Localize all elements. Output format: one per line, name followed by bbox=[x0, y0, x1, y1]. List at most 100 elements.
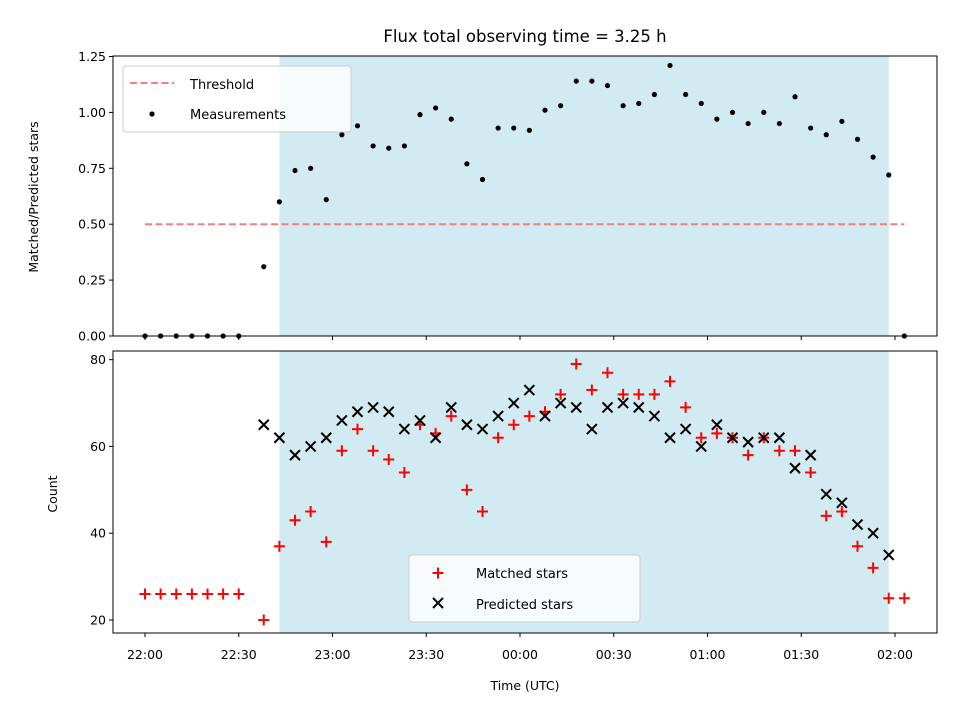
predicted-star-point bbox=[351, 406, 364, 418]
matched-star-point bbox=[508, 419, 520, 431]
predicted-star-point bbox=[758, 432, 770, 444]
legend-matched-swatch bbox=[432, 567, 444, 579]
x-tick-label: 00:00 bbox=[502, 647, 538, 662]
predicted-star-point bbox=[336, 414, 348, 427]
measurement-point bbox=[886, 172, 892, 178]
matched-star-point bbox=[398, 466, 410, 478]
measurement-point bbox=[433, 105, 439, 111]
top-y-tick-label: 1.00 bbox=[78, 105, 106, 120]
bottom-plot-frame bbox=[112, 350, 938, 634]
predicted-star-point bbox=[711, 419, 723, 431]
legend-predicted-swatch bbox=[432, 597, 444, 609]
bottom-panel: 20 40 60 80 22:00 22:30 23:00 23:30 00:00 00:30 01… bbox=[90, 350, 938, 662]
matched-star-point bbox=[820, 510, 832, 522]
measurement-point bbox=[808, 125, 814, 131]
x-tick-label: 00:30 bbox=[596, 647, 632, 662]
predicted-star-point bbox=[883, 549, 895, 561]
matched-star-point bbox=[805, 466, 817, 478]
top-y-tick-label: 0.25 bbox=[78, 273, 106, 288]
matched-star-point bbox=[258, 614, 270, 626]
legend-predicted-label: Predicted stars bbox=[476, 598, 573, 613]
matched-star-point bbox=[445, 410, 457, 422]
matched-star-point bbox=[852, 540, 863, 552]
measurement-point bbox=[745, 120, 751, 127]
measurement-point bbox=[276, 199, 282, 205]
matched-star-point bbox=[170, 588, 182, 600]
matched-star-point bbox=[492, 432, 504, 444]
bottom-y-tick-label: 40 bbox=[90, 526, 106, 541]
bottom-y-tick-label: 20 bbox=[90, 612, 106, 627]
legend-measurement-label: Measurements bbox=[190, 108, 286, 123]
x-tick-label: 22:00 bbox=[127, 647, 163, 662]
measurement-point bbox=[495, 125, 501, 131]
matched-star-point bbox=[617, 388, 629, 400]
measurement-point bbox=[526, 127, 532, 133]
matched-star-point bbox=[477, 506, 488, 518]
matched-star-point bbox=[289, 514, 301, 526]
predicted-star-point bbox=[461, 419, 473, 431]
measurement-point bbox=[370, 143, 376, 149]
measurement-point bbox=[854, 136, 861, 142]
measurement-point bbox=[448, 116, 454, 122]
predicted-star-point bbox=[383, 406, 395, 418]
top-y-tick-label: 0.75 bbox=[78, 161, 106, 176]
top-legend-box bbox=[122, 65, 352, 133]
top-y-tick-label: 0.50 bbox=[78, 217, 106, 232]
measurement-point bbox=[776, 120, 782, 127]
measurement-point bbox=[354, 123, 361, 129]
x-tick-label: 23:30 bbox=[408, 647, 444, 662]
measurement-point bbox=[683, 91, 689, 98]
matched-star-point bbox=[867, 562, 879, 574]
measurement-point bbox=[589, 78, 595, 84]
matched-star-point bbox=[367, 445, 379, 457]
predicted-star-point bbox=[476, 423, 489, 435]
top-y-axis-label: Matched/Predicted stars bbox=[26, 121, 41, 272]
measurement-point bbox=[339, 132, 345, 138]
top-legend: Threshold Measurements bbox=[122, 65, 352, 133]
matched-star-point bbox=[352, 423, 363, 435]
matched-star-point bbox=[602, 367, 613, 379]
measurement-point bbox=[729, 109, 736, 115]
measurement-point bbox=[558, 103, 564, 109]
matched-star-point bbox=[320, 536, 332, 548]
predicted-star-point bbox=[679, 423, 692, 435]
measurement-point bbox=[417, 112, 423, 118]
bottom-y-tick-label: 60 bbox=[90, 439, 106, 454]
predicted-star-point bbox=[320, 432, 332, 444]
matched-star-point bbox=[836, 506, 848, 518]
measurement-point bbox=[823, 132, 829, 138]
measurement-point bbox=[479, 176, 486, 183]
predicted-star-point bbox=[273, 432, 286, 444]
matched-star-point bbox=[555, 388, 567, 400]
matched-star-point bbox=[898, 592, 910, 604]
matched-star-point bbox=[773, 445, 785, 457]
predicted-star-point bbox=[695, 440, 707, 453]
predicted-star-point bbox=[773, 432, 786, 444]
matched-star-point bbox=[680, 401, 692, 413]
measurement-point bbox=[870, 154, 876, 160]
matched-star-point bbox=[186, 588, 198, 600]
x-tick-label: 22:30 bbox=[221, 647, 257, 662]
matched-star-point bbox=[273, 540, 285, 552]
measurement-point bbox=[386, 145, 392, 151]
predicted-star-point bbox=[539, 410, 551, 422]
predicted-star-point bbox=[820, 488, 832, 500]
matched-star-point bbox=[202, 588, 213, 600]
predicted-star-point bbox=[633, 401, 645, 414]
predicted-star-point bbox=[836, 497, 848, 509]
measurement-point bbox=[761, 109, 767, 115]
measurement-point bbox=[636, 100, 642, 107]
matched-star-point bbox=[336, 445, 348, 457]
predicted-star-point bbox=[554, 397, 567, 409]
predicted-star-point bbox=[258, 419, 270, 431]
matched-star-point bbox=[711, 427, 723, 439]
bottom-legend: Matched stars Predicted stars bbox=[408, 554, 641, 623]
measurement-point bbox=[792, 94, 798, 100]
measurement-point bbox=[401, 143, 407, 149]
matched-star-point bbox=[789, 445, 801, 457]
legend-measurement-swatch bbox=[149, 111, 155, 117]
predicted-star-point bbox=[570, 401, 582, 414]
predicted-star-point bbox=[601, 401, 614, 414]
matched-star-point bbox=[633, 388, 645, 400]
measurement-point bbox=[839, 118, 845, 124]
